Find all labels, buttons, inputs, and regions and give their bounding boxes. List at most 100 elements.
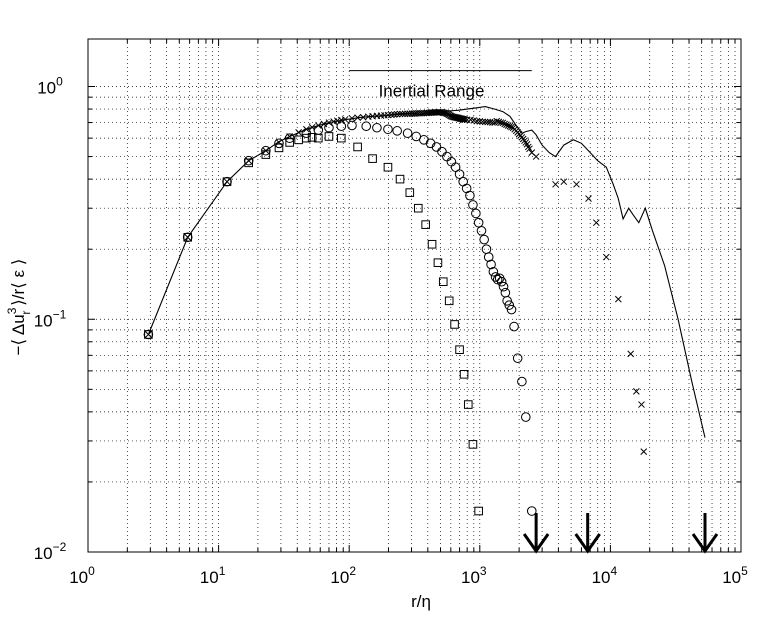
cross-marker-point [387, 111, 395, 119]
cross-marker-point [473, 117, 481, 125]
square-marker-point [183, 232, 193, 242]
arrow-head [522, 533, 550, 554]
cross-marker-point [396, 110, 404, 118]
square-marker-point [314, 133, 323, 143]
circle-marker-point [243, 155, 254, 166]
square-marker-point [261, 150, 271, 159]
cross-marker-point [560, 178, 568, 186]
square-marker-point [337, 133, 346, 143]
cross-marker-point [503, 121, 510, 129]
y-tick-label: 100 [37, 75, 63, 98]
inertial-range-label: Inertial Range [379, 82, 485, 101]
x-tick-label-exponent: 4 [611, 564, 618, 578]
cross-marker-point [508, 123, 515, 131]
cross-marker-point [632, 388, 640, 395]
square-marker-point [474, 506, 483, 516]
square-marker-point [455, 345, 464, 354]
circle-marker-point [502, 296, 512, 306]
square-marker-point [405, 188, 415, 197]
circle-marker-point [483, 252, 494, 262]
square-marker-point [463, 400, 473, 409]
cross-marker-point [441, 109, 448, 117]
cross-marker-point [493, 117, 501, 125]
square-marker-point [353, 142, 362, 152]
circle-marker-point [490, 272, 501, 282]
circle-marker-point [506, 304, 517, 315]
circle-marker-point [479, 234, 489, 245]
y-axis-label: −⟨ Δu3r ⟩/r⟨ ε ⟩ [5, 259, 33, 356]
cross-marker-point [501, 120, 509, 128]
cross-marker-point [390, 111, 398, 118]
x-tick-label: 100 [69, 564, 95, 587]
circle-marker-point [504, 300, 515, 310]
arrow-layer [522, 513, 719, 554]
solid-line-series [147, 106, 706, 438]
cross-marker-point [638, 401, 645, 408]
arrow-head [691, 533, 719, 554]
x-tick-label: 103 [461, 564, 487, 587]
circle-marker-point [496, 276, 507, 287]
square-marker-point [438, 277, 448, 286]
circle-marker-point [520, 412, 531, 422]
circle-marker-point [372, 122, 382, 133]
cross-marker-point [585, 195, 592, 202]
x-tick-label-base: 10 [461, 568, 480, 587]
arrow-head [574, 533, 601, 554]
circle-marker-point [392, 126, 402, 136]
cross-marker-point [495, 118, 503, 126]
circle-marker-point [509, 321, 519, 332]
x-tick-label-exponent: 3 [480, 564, 487, 578]
x-tick-label-base: 10 [69, 568, 88, 587]
x-tick-label-exponent: 5 [741, 564, 748, 578]
y-axis-label-superscript: 3 [5, 307, 19, 314]
cross-marker-point [573, 180, 580, 188]
cross-marker-point [399, 110, 406, 118]
cross-marker-point [506, 122, 514, 130]
circle-marker-point [498, 281, 509, 292]
circle-marker-point [361, 121, 372, 132]
y-tick-label: 10−2 [34, 540, 67, 563]
circle-marker-point [512, 353, 523, 364]
x-tick-label: 102 [330, 564, 356, 587]
circle-marker-point [274, 138, 284, 149]
annotation-layer: Inertial Range [349, 70, 532, 101]
square-marker-point [302, 133, 311, 143]
circle-marker-point [465, 190, 475, 201]
square-marker-point [144, 330, 153, 339]
y-axis-label-tail: ⟩/r⟨ ε ⟩ [9, 259, 28, 311]
circle-marker-point [526, 506, 537, 516]
circle-marker-point [324, 122, 334, 133]
cross-marker-point [461, 116, 469, 124]
square-marker-point [244, 158, 253, 168]
cross-marker-point [354, 114, 361, 121]
x-tick-label-exponent: 0 [88, 564, 95, 578]
square-marker-point [413, 203, 423, 213]
circle-marker-point [486, 259, 496, 270]
circle-marker-point [383, 124, 393, 135]
x-tick-label: 105 [722, 564, 748, 587]
cross-marker-point [223, 178, 231, 186]
cross-marker-point [393, 110, 401, 118]
circle-marker-point [454, 169, 465, 179]
cross-marker-point [145, 331, 152, 338]
cross-marker-point [627, 350, 635, 358]
circle-marker-point [431, 142, 442, 152]
cross-marker-point [479, 118, 486, 126]
square-marker-point [274, 143, 284, 153]
cross-marker-point [489, 119, 496, 126]
y-axis-label-subscript: r [19, 311, 33, 315]
cross-marker-point [348, 114, 356, 122]
x-tick-label: 104 [592, 564, 618, 587]
circle-marker-point [284, 133, 295, 143]
circle-marker-point [476, 225, 487, 236]
circle-marker-point [336, 121, 347, 132]
square-marker-point [444, 296, 454, 306]
square-marker-point [383, 162, 393, 172]
cross-marker-point [592, 219, 600, 227]
x-tick-label-exponent: 2 [349, 564, 356, 578]
y-tick-label-exponent: −2 [53, 540, 67, 554]
grid-layer [88, 39, 741, 552]
circle-marker-point [222, 176, 232, 187]
